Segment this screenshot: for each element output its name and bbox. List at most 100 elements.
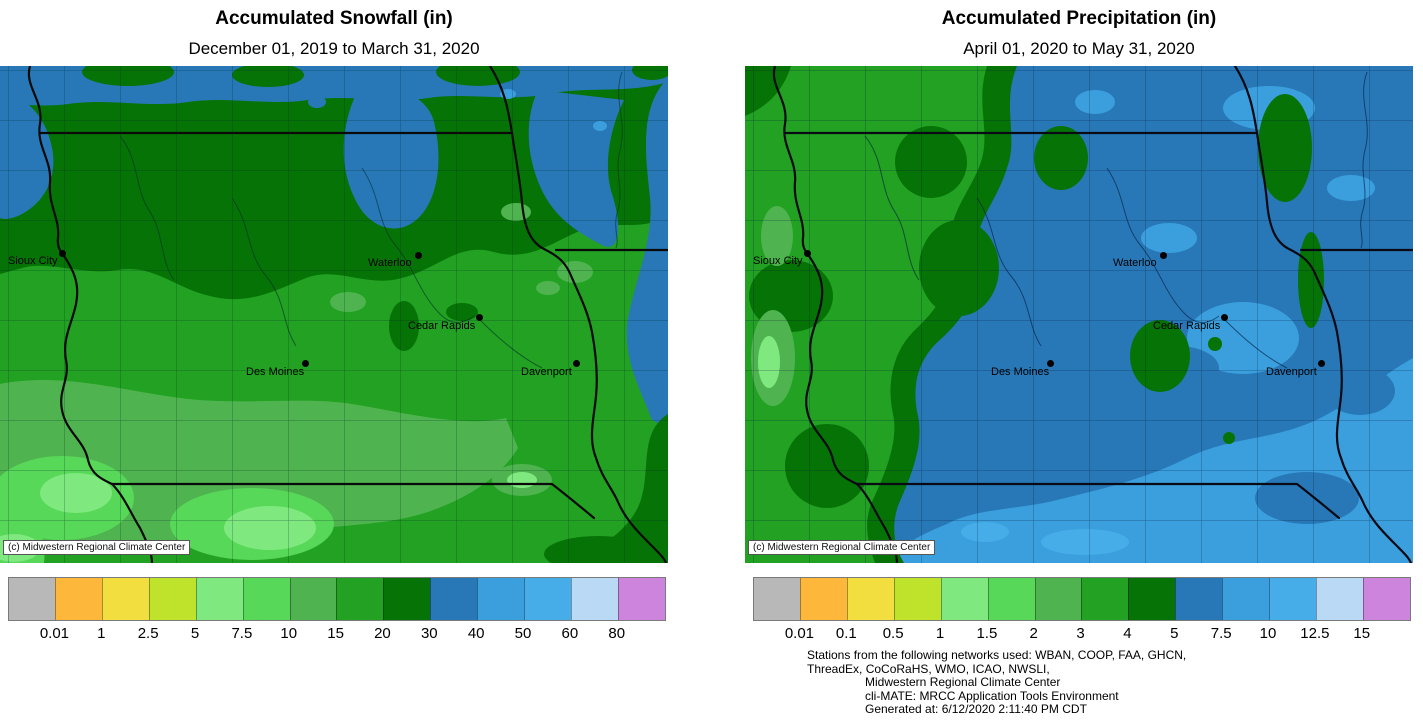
county-grid: [745, 66, 1413, 563]
precipitation-legend-colorbar: [753, 577, 1411, 621]
legend-swatch: [846, 578, 894, 620]
legend-tick-label: 7.5: [1210, 625, 1232, 642]
city-label-cedar-rapids: Cedar Rapids: [408, 320, 476, 332]
city-label-cedar-rapids: Cedar Rapids: [1153, 320, 1221, 332]
snowfall-map: Sioux City Waterloo Cedar Rapids Des Moi…: [0, 66, 668, 563]
footer-line-generated: Generated at: 6/12/2020 2:11:40 PM CDT: [865, 702, 1087, 716]
city-dot-cedar-rapids: [1221, 314, 1228, 321]
legend-swatch: [524, 578, 572, 620]
attribution-footer: Stations from the following networks use…: [807, 648, 1417, 717]
legend-tick-label: 50: [514, 625, 532, 642]
snowfall-map-svg: [0, 66, 668, 563]
precipitation-map: Sioux City Waterloo Cedar Rapids Des Moi…: [745, 66, 1413, 563]
city-label-davenport: Davenport: [1266, 366, 1317, 378]
copyright-box: (c) Midwestern Regional Climate Center: [3, 540, 191, 555]
legend-swatch: [617, 578, 665, 620]
footer-line-networks-2: ThreadEx, CoCoRaHS, WMO, ICAO, NWSLI,: [807, 661, 1050, 676]
state-borders: [27, 66, 668, 563]
legend-swatch: [101, 578, 149, 620]
legend-tick-label: 0.5: [882, 625, 904, 642]
legend-tick-label: 0.01: [784, 625, 815, 642]
city-dot-des-moines: [302, 360, 309, 367]
legend-tick-label: 20: [374, 625, 391, 642]
legend-swatch: [242, 578, 290, 620]
legend-swatch: [940, 578, 988, 620]
legend-tick-label: 1: [97, 625, 106, 642]
legend-swatch: [477, 578, 525, 620]
legend-swatch: [1316, 578, 1363, 620]
legend-swatch: [1269, 578, 1317, 620]
legend-tick-label: 15: [327, 625, 344, 642]
city-dot-davenport: [1318, 360, 1325, 367]
footer-line-networks-1: Stations from the following networks use…: [807, 648, 1187, 662]
legend-swatch: [1362, 578, 1410, 620]
legend-tick-label: 5: [190, 625, 200, 642]
legend-tick-label: 2.5: [137, 625, 159, 642]
legend-tick-label: 60: [561, 625, 579, 642]
legend-swatch: [1034, 578, 1082, 620]
legend-tick-label: 7.5: [231, 625, 253, 642]
city-label-waterloo: Waterloo: [368, 257, 412, 269]
footer-line-mrcc: Midwestern Regional Climate Center: [865, 675, 1061, 689]
legend-swatch: [9, 578, 55, 620]
legend-swatch: [799, 578, 847, 620]
legend-swatch: [1222, 578, 1270, 620]
city-label-des-moines: Des Moines: [246, 366, 305, 378]
legend-tick-label: 10: [280, 625, 298, 642]
legend-swatch: [383, 578, 431, 620]
legend-swatch: [893, 578, 941, 620]
legend-swatch: [54, 578, 102, 620]
legend-tick-label: 1.5: [976, 625, 998, 642]
legend-swatch: [430, 578, 478, 620]
city-label-sioux-city: Sioux City: [8, 255, 58, 267]
city-label-des-moines: Des Moines: [991, 366, 1050, 378]
legend-tick-label: 2: [1029, 625, 1038, 642]
legend-swatch: [289, 578, 337, 620]
legend-swatch: [195, 578, 243, 620]
legend-tick-label: 80: [608, 625, 626, 642]
state-borders: [772, 66, 1413, 563]
city-label-waterloo: Waterloo: [1113, 257, 1157, 269]
legend-tick-label: 4: [1123, 625, 1132, 642]
legend-tick-label: 15: [1353, 625, 1371, 642]
legend-tick-label: 10: [1259, 625, 1277, 642]
legend-swatch: [148, 578, 196, 620]
city-label-sioux-city: Sioux City: [753, 255, 803, 267]
legend-tick-label: 12.5: [1300, 625, 1330, 642]
legend-tick-label: 0.01: [39, 625, 70, 642]
footer-line-climate: cli-MATE: MRCC Application Tools Environ…: [865, 688, 1119, 703]
legend-swatch: [754, 578, 800, 620]
city-dot-cedar-rapids: [476, 314, 483, 321]
precipitation-title: Accumulated Precipitation (in): [941, 8, 1217, 29]
precipitation-panel: Accumulated Precipitation (in) April 01,…: [745, 0, 1423, 720]
snowfall-subtitle: December 01, 2019 to March 31, 2020: [188, 39, 480, 58]
city-dot-waterloo: [1160, 252, 1167, 259]
city-dot-davenport: [573, 360, 580, 367]
legend-tick-label: 40: [467, 625, 485, 642]
precipitation-legend-ticks: 0.01 0.1 0.5 1 1.5 2 3 4 5 7.5 10 12.5 15: [753, 625, 1409, 642]
city-dot-sioux-city: [804, 250, 811, 257]
legend-swatch: [571, 578, 618, 620]
legend-tick-label: 1: [935, 625, 945, 642]
legend-tick-label: 0.1: [835, 625, 857, 642]
legend-tick-label: 30: [420, 625, 438, 642]
rivers-thin: [864, 71, 1368, 369]
city-dot-sioux-city: [59, 250, 66, 257]
legend-tick-label: 3: [1076, 625, 1085, 642]
legend-swatch: [1128, 578, 1176, 620]
legend-tick-label: 5: [1170, 625, 1179, 642]
snowfall-legend-ticks: 0.01 1 2.5 5 7.5 10 15 20 30 40 50 60 80: [8, 625, 664, 642]
snowfall-panel: Accumulated Snowfall (in) December 01, 2…: [0, 0, 671, 720]
snowfall-legend-colorbar: [8, 577, 666, 621]
city-dot-waterloo: [415, 252, 422, 259]
legend-swatch: [987, 578, 1035, 620]
legend-swatch: [336, 578, 384, 620]
county-grid: [0, 66, 668, 563]
rivers-thin: [119, 71, 623, 369]
copyright-box: (c) Midwestern Regional Climate Center: [748, 540, 936, 555]
precipitation-map-svg: [745, 66, 1413, 563]
legend-swatch: [1175, 578, 1223, 620]
legend-swatch: [1081, 578, 1129, 620]
city-dot-des-moines: [1047, 360, 1054, 367]
